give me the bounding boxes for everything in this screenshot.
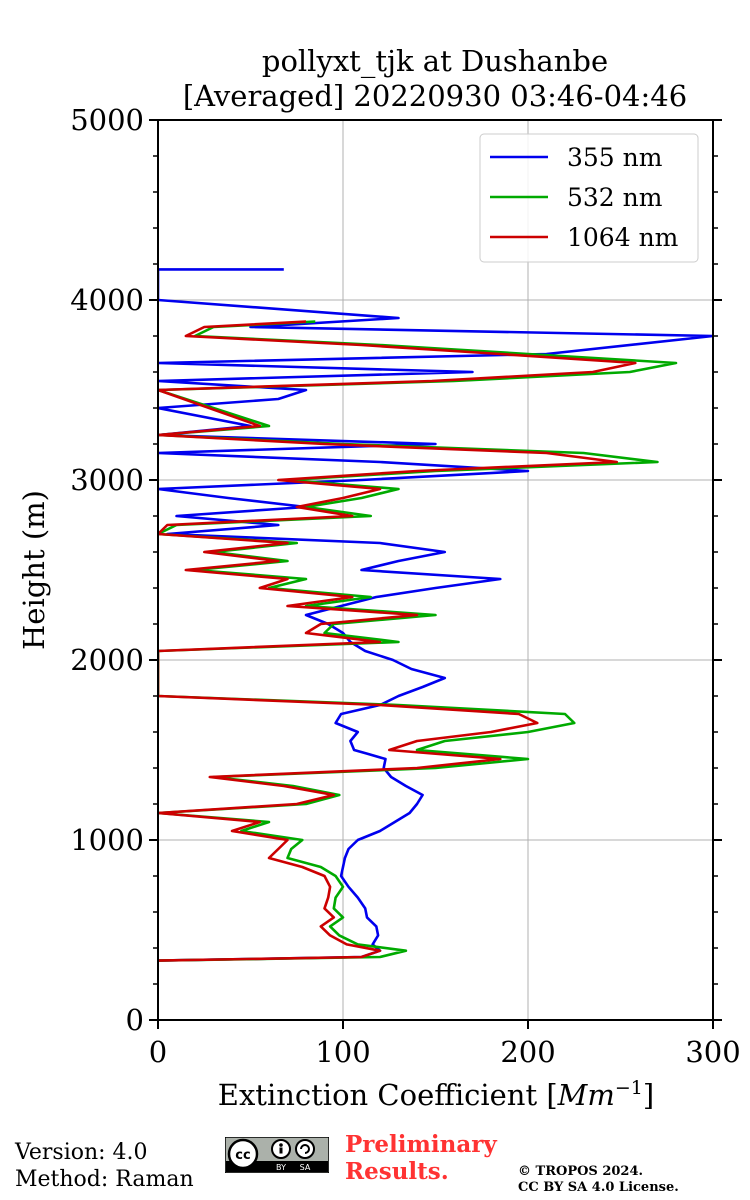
copyright-notice: © TROPOS 2024. CC BY SA 4.0 License.: [518, 1164, 679, 1196]
x-tick-label: 100: [315, 1035, 370, 1069]
y-tick-label: 2000: [70, 643, 144, 677]
x-tick-label: 0: [149, 1035, 167, 1069]
copyright-line1: © TROPOS 2024.: [518, 1164, 644, 1179]
svg-text:SA: SA: [300, 1163, 311, 1172]
method-text: Method: Raman: [15, 1167, 194, 1192]
preliminary-results-label: Preliminary Results.: [345, 1131, 497, 1185]
chart-title-line1: pollyxt_tjk at Dushanbe: [262, 44, 608, 79]
series-line-1064-nm: [158, 320, 637, 962]
preliminary-line2: Results.: [345, 1158, 449, 1185]
legend-label: 1064 nm: [567, 223, 679, 252]
x-tick-label: 300: [685, 1035, 740, 1069]
y-tick-label: 1000: [70, 823, 144, 857]
plot-frame: [157, 119, 714, 1021]
x-tick-label: 200: [500, 1035, 555, 1069]
y-tick-label: 4000: [70, 283, 144, 317]
legend-label: 532 nm: [567, 183, 663, 212]
axis-ticks: [149, 119, 722, 1029]
series-lines: [158, 268, 713, 962]
legend: 355 nm 532 nm 1064 nm: [479, 133, 699, 263]
y-tick-label: 3000: [70, 463, 144, 497]
version-text: Version: 4.0: [15, 1140, 148, 1165]
legend-label: 355 nm: [567, 143, 663, 172]
extinction-profile-chart: pollyxt_tjk at Dushanbe [Averaged] 20220…: [17, 44, 741, 1112]
legend-box: [479, 133, 699, 263]
y-tick-label: 0: [126, 1003, 144, 1037]
copyright-line2: CC BY SA 4.0 License.: [518, 1180, 679, 1195]
svg-text:cc: cc: [235, 1148, 250, 1163]
x-axis-label: Extinction Coefficient [Mm−1]: [218, 1077, 654, 1112]
y-tick-label: 5000: [70, 103, 144, 137]
svg-text:BY: BY: [276, 1163, 286, 1172]
preliminary-line1: Preliminary: [345, 1131, 497, 1158]
cc-by-sa-badge: cc BY SA: [225, 1137, 329, 1173]
chart-title-line2: [Averaged] 20220930 03:46-04:46: [183, 79, 687, 113]
y-axis-label: Height (m): [17, 490, 51, 650]
